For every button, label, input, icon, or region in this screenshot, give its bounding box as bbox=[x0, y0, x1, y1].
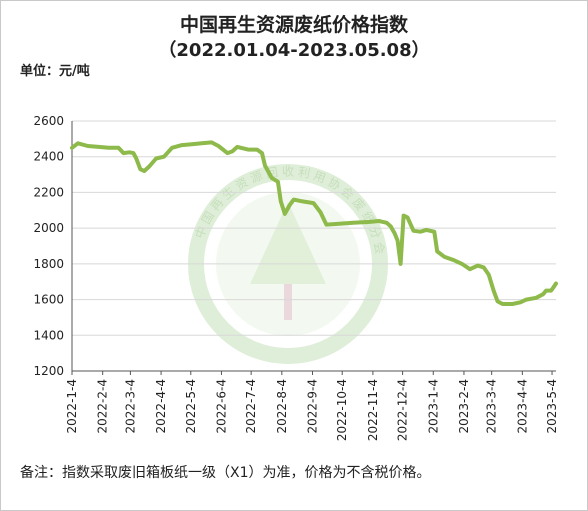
x-tick-label: 2022-8-4 bbox=[275, 379, 289, 433]
watermark-char: 收 bbox=[282, 165, 294, 179]
x-tick-label: 2023-4-4 bbox=[515, 379, 529, 433]
unit-label: 单位：元/吨 bbox=[20, 64, 90, 79]
x-tick-label: 2022-1-4 bbox=[65, 379, 79, 433]
y-tick-label: 2600 bbox=[33, 114, 64, 128]
y-tick-label: 1400 bbox=[33, 328, 64, 342]
watermark-char: 利 bbox=[297, 165, 311, 181]
watermark-char: 用 bbox=[312, 168, 328, 185]
x-tick-label: 2022-5-4 bbox=[184, 379, 198, 433]
x-tick-label: 2022-11-4 bbox=[366, 379, 380, 441]
x-tick-label: 2022-2-4 bbox=[96, 379, 110, 433]
x-tick-label: 2022-7-4 bbox=[244, 379, 258, 433]
x-tick-label: 2023-1-4 bbox=[426, 379, 440, 433]
watermark-char: 会 bbox=[371, 241, 387, 255]
y-tick-labels: 1200 1400 1600 1800 2000 2200 2400 2600 bbox=[33, 114, 64, 378]
x-tick-label: 2022-12-4 bbox=[396, 379, 410, 441]
x-tick-label: 2022-10-4 bbox=[335, 379, 349, 441]
x-tick-label: 2023-3-4 bbox=[485, 379, 499, 433]
axes bbox=[71, 121, 556, 375]
series-line bbox=[70, 140, 558, 306]
watermark-seal: 中国再生资源回收利用协会废纸分会 bbox=[188, 164, 388, 364]
y-tick-label: 1600 bbox=[33, 293, 64, 307]
y-tick-label: 2400 bbox=[33, 150, 64, 164]
x-tick-label: 2022-4-4 bbox=[154, 379, 168, 433]
y-tick-label: 1200 bbox=[33, 364, 64, 378]
y-tick-label: 1800 bbox=[33, 257, 64, 271]
chart-title: 中国再生资源废纸价格指数 bbox=[179, 14, 408, 36]
y-tick-label: 2200 bbox=[33, 185, 64, 199]
x-tick-label: 2022-6-4 bbox=[214, 379, 228, 433]
chart-subtitle: （2022.01.04-2023.05.08） bbox=[158, 40, 430, 61]
x-tick-label: 2023-2-4 bbox=[457, 379, 471, 433]
x-tick-label: 2022-3-4 bbox=[123, 379, 137, 433]
grid-lines bbox=[72, 120, 556, 336]
watermark-trunk bbox=[284, 284, 292, 320]
y-tick-label: 2000 bbox=[33, 221, 64, 235]
x-tick-label: 2023-5-4 bbox=[545, 379, 559, 433]
x-tick-labels: 2022-1-4 2022-2-4 2022-3-4 2022-4-4 2022-5-4… bbox=[65, 379, 559, 441]
watermark-char: 源 bbox=[248, 168, 264, 185]
footnote: 备注：指数采取废旧箱板纸一级（X1）为准，价格为不含税价格。 bbox=[20, 465, 431, 481]
x-tick-label: 2022-9-4 bbox=[306, 379, 320, 433]
